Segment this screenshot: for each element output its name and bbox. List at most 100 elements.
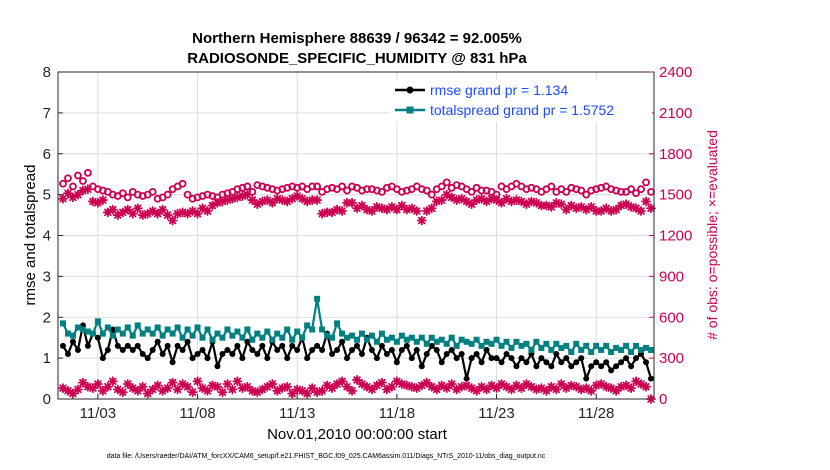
y2-tick-label: 600 <box>659 309 684 326</box>
data-point <box>433 346 440 353</box>
data-point <box>244 338 251 345</box>
data-point <box>304 355 311 362</box>
data-point <box>571 381 582 392</box>
data-point <box>183 190 192 199</box>
data-point <box>109 332 116 339</box>
data-point <box>244 326 251 333</box>
data-point <box>214 330 221 337</box>
data-point <box>319 326 326 333</box>
data-point <box>338 182 346 191</box>
data-point <box>229 351 236 358</box>
data-point <box>603 342 610 349</box>
data-point <box>169 359 176 366</box>
data-point <box>643 359 650 366</box>
data-point <box>73 384 83 395</box>
data-point <box>174 342 181 349</box>
data-point <box>543 359 550 366</box>
data-point <box>632 189 640 198</box>
data-point <box>488 340 495 347</box>
data-point <box>588 363 595 370</box>
data-point <box>119 330 126 337</box>
data-point <box>608 348 615 355</box>
data-point <box>59 320 66 327</box>
data-point <box>343 186 351 195</box>
data-point <box>618 346 625 353</box>
data-point <box>378 187 386 196</box>
data-point <box>353 342 360 349</box>
data-point <box>471 385 482 396</box>
data-point <box>438 336 445 343</box>
data-point <box>184 326 191 333</box>
data-point <box>426 203 437 214</box>
data-point <box>633 355 640 362</box>
series-5 <box>58 375 656 404</box>
data-point <box>513 338 520 345</box>
data-point <box>548 346 555 353</box>
data-point <box>264 328 271 335</box>
y-axis-label: rmse and totalspread <box>22 165 39 306</box>
data-point <box>82 184 93 195</box>
y2-tick-label: 300 <box>659 350 684 367</box>
data-point <box>518 342 525 349</box>
data-point <box>628 363 635 370</box>
data-point <box>234 342 241 349</box>
data-point <box>428 334 435 341</box>
data-point <box>353 336 360 343</box>
data-point <box>299 334 306 341</box>
data-point <box>294 328 301 335</box>
data-point <box>154 324 161 331</box>
data-point <box>458 351 465 358</box>
y2-tick-label: 0 <box>659 391 667 408</box>
data-point <box>578 355 585 362</box>
data-point <box>403 336 410 343</box>
x-tick-label: 11/23 <box>478 405 514 422</box>
data-point <box>393 338 400 345</box>
data-point <box>473 336 480 343</box>
data-point <box>309 346 316 353</box>
data-point <box>553 340 560 347</box>
data-point <box>368 332 375 339</box>
data-point <box>64 330 71 337</box>
data-point <box>239 355 246 362</box>
data-point <box>232 376 243 387</box>
data-point <box>334 320 341 327</box>
x-tick-label: 11/28 <box>578 405 614 422</box>
y-tick-label: 4 <box>43 228 51 245</box>
data-point <box>313 182 322 191</box>
data-point <box>513 363 520 370</box>
data-point <box>633 342 640 349</box>
data-point <box>508 344 515 351</box>
data-point <box>563 355 570 362</box>
data-point <box>558 359 565 366</box>
data-point <box>124 342 131 349</box>
data-point <box>583 375 590 382</box>
data-point <box>563 342 570 349</box>
data-point <box>144 326 151 333</box>
data-point <box>79 177 87 185</box>
data-point <box>73 189 83 200</box>
data-point <box>558 344 565 351</box>
data-point <box>533 363 540 370</box>
series-4 <box>58 184 656 226</box>
data-point <box>413 338 420 345</box>
data-point <box>641 196 651 207</box>
data-point <box>127 208 138 219</box>
data-point <box>573 359 580 366</box>
data-point <box>626 383 636 394</box>
data-point <box>418 363 425 370</box>
data-point <box>294 346 301 353</box>
data-point <box>219 334 226 341</box>
data-point <box>428 342 435 349</box>
data-point <box>568 363 575 370</box>
data-point <box>159 351 166 358</box>
data-point <box>611 204 622 215</box>
series-1 <box>59 322 655 382</box>
data-point <box>623 355 630 362</box>
y-tick-label: 1 <box>43 350 51 367</box>
data-point <box>312 195 323 205</box>
data-point <box>467 187 476 196</box>
data-point <box>279 334 286 341</box>
data-point <box>147 384 158 395</box>
data-point <box>339 338 346 345</box>
data-point <box>118 189 127 198</box>
